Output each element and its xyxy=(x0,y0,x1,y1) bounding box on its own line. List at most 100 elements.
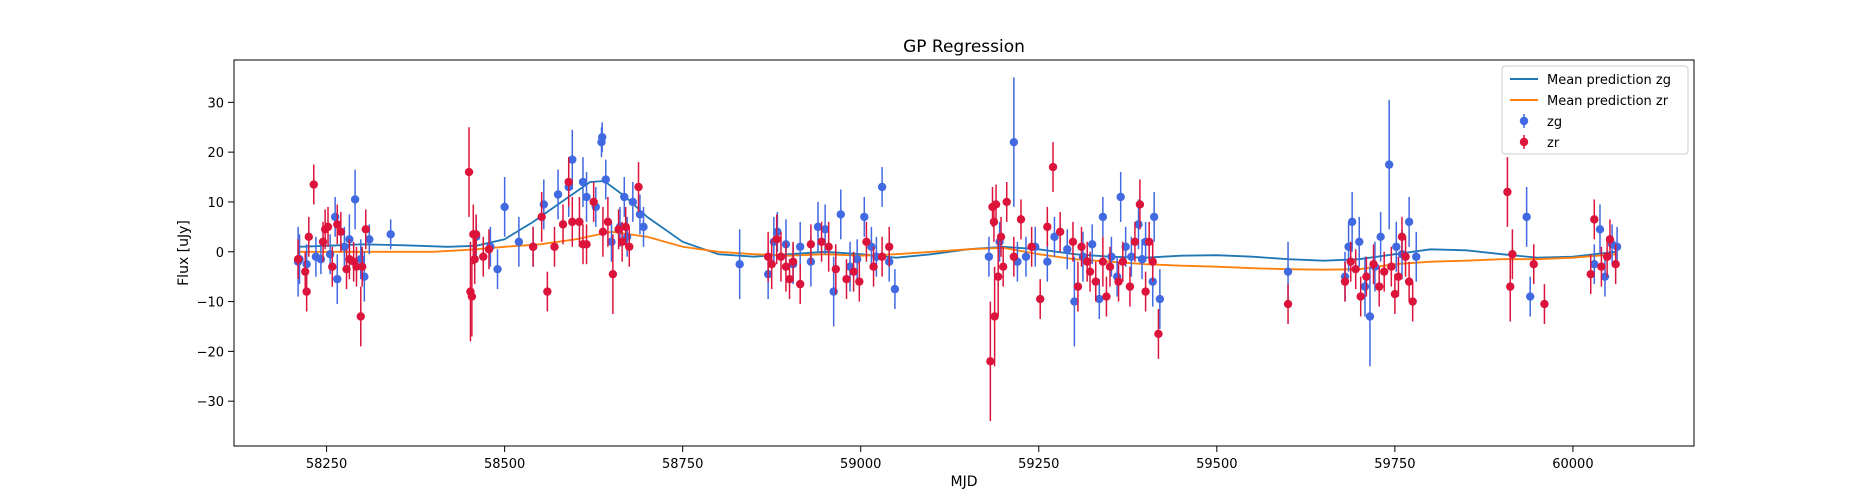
zg-point xyxy=(1070,297,1079,306)
zr-point xyxy=(537,212,546,222)
zg-point xyxy=(553,190,563,199)
plot-frame xyxy=(233,59,1695,447)
zr-point xyxy=(589,197,598,207)
zg-point xyxy=(365,235,374,244)
zr-point xyxy=(788,257,798,266)
zr-point xyxy=(1027,242,1036,251)
zr-point xyxy=(842,274,851,284)
zr-point xyxy=(1105,262,1115,271)
zr-point xyxy=(1085,267,1095,276)
x-tick-label: 59500 xyxy=(1196,457,1237,472)
zr-point xyxy=(986,357,995,366)
zr-point xyxy=(1397,232,1407,242)
zg-point xyxy=(539,200,549,209)
zr-point xyxy=(1055,227,1065,237)
legend-label: zr xyxy=(1547,136,1560,151)
y-tick-label: 0 xyxy=(216,246,224,261)
legend-swatch-point xyxy=(1519,116,1529,126)
zr-point xyxy=(869,262,878,271)
y-tick-label: −20 xyxy=(197,345,224,360)
zr-point xyxy=(849,267,858,276)
zg-point xyxy=(316,255,326,264)
zr-point xyxy=(1002,197,1011,207)
zg-point xyxy=(1404,217,1414,227)
zr-point xyxy=(990,312,999,321)
zg-point xyxy=(333,274,342,284)
zr-point xyxy=(471,230,481,239)
zg-point xyxy=(1590,260,1599,269)
zr-point xyxy=(1283,299,1293,309)
zr-point xyxy=(1540,299,1549,309)
mean-line-zg xyxy=(298,180,1616,262)
zr-point xyxy=(470,255,479,264)
zr-point xyxy=(989,217,999,227)
zr-point xyxy=(763,252,773,261)
zg-point xyxy=(1021,252,1031,261)
zr-point xyxy=(1529,260,1538,269)
zg-point xyxy=(601,175,610,184)
zr-point xyxy=(781,262,791,271)
zr-point xyxy=(302,287,311,296)
zr-point xyxy=(357,262,367,271)
zg-point xyxy=(735,260,744,269)
zr-point xyxy=(795,279,805,289)
zr-point xyxy=(361,225,370,234)
x-tick-label: 58750 xyxy=(662,457,703,472)
zr-point xyxy=(1394,272,1403,281)
zr-point xyxy=(1135,200,1145,209)
zg-point xyxy=(1365,312,1375,321)
zr-point xyxy=(575,217,584,227)
x-tick-label: 60000 xyxy=(1552,457,1593,472)
zr-point xyxy=(855,277,864,286)
mean-line-zr xyxy=(298,230,1616,271)
zg-point xyxy=(493,264,502,274)
zg-point xyxy=(578,177,588,187)
zg-point xyxy=(890,284,900,294)
zr-point xyxy=(1340,277,1350,286)
zg-point xyxy=(877,182,887,192)
zr-point xyxy=(1611,260,1620,269)
zr-point xyxy=(550,242,559,251)
zr-point xyxy=(1036,294,1045,304)
zg-point xyxy=(628,197,638,207)
zr-point xyxy=(293,255,303,264)
zg-point xyxy=(1347,217,1357,227)
y-tick-label: −10 xyxy=(197,296,224,311)
zg-point xyxy=(1412,252,1421,261)
zr-point xyxy=(356,312,365,321)
zg-point xyxy=(620,192,629,202)
chart-title: GP Regression xyxy=(903,37,1025,57)
zr-point xyxy=(617,237,627,246)
zr-point xyxy=(1390,289,1400,299)
zg-point xyxy=(568,155,577,164)
zr-point xyxy=(558,220,568,229)
zg-point xyxy=(325,250,335,259)
legend-label: Mean prediction zg xyxy=(1547,73,1671,88)
x-tick-label: 59250 xyxy=(1018,457,1059,472)
zr-point xyxy=(1114,277,1123,286)
zg-point xyxy=(330,212,340,222)
zg-point xyxy=(984,252,994,261)
zr-point xyxy=(318,237,328,246)
zg-point xyxy=(1522,212,1531,222)
zr-point xyxy=(785,274,794,284)
zr-point xyxy=(1387,262,1396,271)
zr-point xyxy=(1362,272,1371,281)
legend-swatch-point xyxy=(1519,137,1529,147)
zr-point xyxy=(467,292,477,301)
zg-point xyxy=(1376,232,1385,242)
zr-point xyxy=(1351,264,1360,274)
zg-point xyxy=(852,255,862,264)
zr-point xyxy=(1597,262,1606,271)
zg-point xyxy=(598,133,607,142)
zg-point xyxy=(360,272,369,281)
zg-point xyxy=(1116,192,1125,202)
data-points xyxy=(293,77,1622,422)
zr-point xyxy=(564,177,573,187)
zr-point xyxy=(1346,257,1355,266)
zr-point xyxy=(1130,237,1140,246)
x-tick-label: 58250 xyxy=(306,457,347,472)
zg-point xyxy=(1107,252,1116,261)
legend-label: Mean prediction zr xyxy=(1547,94,1669,109)
